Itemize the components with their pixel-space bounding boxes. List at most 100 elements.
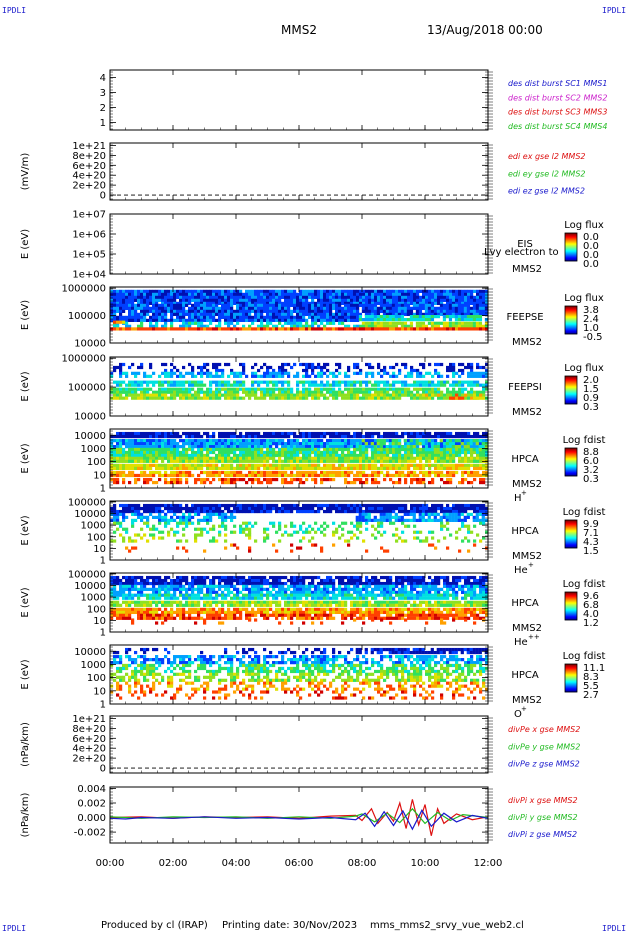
spectrogram-cell <box>418 324 423 328</box>
spectrogram-cell <box>194 289 198 293</box>
spectrogram-cell <box>251 456 255 460</box>
spectrogram-cell <box>188 306 192 310</box>
spectrogram-cell <box>320 295 324 299</box>
spectrogram-cell <box>248 289 252 293</box>
spectrogram-cell <box>434 450 438 455</box>
spectrogram-cell <box>239 473 243 478</box>
spectrogram-cell <box>419 459 423 463</box>
spectrogram-cell <box>437 459 441 463</box>
spectrogram-cell <box>152 309 156 313</box>
spectrogram-cell <box>200 456 204 460</box>
spectrogram-cell <box>383 380 387 384</box>
spectrogram-cell <box>143 309 147 313</box>
colorbar-band <box>565 398 577 400</box>
spectrogram-cell <box>131 306 135 310</box>
spectrogram-cell <box>371 289 375 293</box>
spectrogram-cell <box>386 431 390 436</box>
spectrogram-cell <box>287 439 291 443</box>
spectrogram-cell <box>353 442 357 446</box>
spectrogram-cell <box>263 434 267 439</box>
spectrogram-cell <box>227 380 231 384</box>
spectrogram-cell <box>284 396 288 400</box>
spectrogram-cell <box>251 289 255 293</box>
spectrogram-cell <box>305 450 309 455</box>
spectrogram-cell <box>281 303 285 307</box>
spectrogram-cell <box>158 327 162 331</box>
y-tick-label: 1e+04 <box>72 270 106 281</box>
spectrogram-cell <box>476 295 480 299</box>
spectrogram-cell <box>344 477 348 482</box>
spectrogram-cell <box>203 289 207 293</box>
spectrogram-cell <box>218 374 222 378</box>
spectrogram-cell <box>209 396 213 400</box>
spectrogram-cell <box>428 387 432 391</box>
spectrogram-cell <box>287 306 291 310</box>
spectrogram-cell <box>311 445 315 449</box>
spectrogram-cell <box>374 387 378 391</box>
spectrogram-cell <box>308 295 312 299</box>
spectrogram-cell <box>221 289 225 293</box>
spectrogram-cell <box>221 453 225 458</box>
spectrogram-cell <box>344 295 348 299</box>
spectrogram-cell <box>269 292 273 296</box>
spectrogram-cell <box>326 447 330 452</box>
spectrogram-cell <box>416 466 420 471</box>
spectrogram-cell <box>200 477 204 482</box>
spectrogram-cell <box>383 466 387 471</box>
spectrogram-cell <box>188 362 192 367</box>
spectrogram-cell <box>212 380 216 384</box>
spectrogram-cell <box>131 295 135 299</box>
spectrogram-cell <box>446 447 450 452</box>
spectrogram-cell <box>161 387 165 391</box>
spectrogram-cell <box>347 289 351 293</box>
spectrogram-cell <box>146 393 150 397</box>
spectrogram-cell <box>161 442 165 446</box>
spectrogram-cell <box>338 321 342 325</box>
spectrogram-cell <box>365 473 369 478</box>
spectrogram-cell <box>251 309 255 313</box>
spectrogram-cell <box>179 463 183 468</box>
spectrogram-cell <box>296 321 300 325</box>
spectrogram-cell <box>119 434 123 439</box>
spectrogram-cell <box>443 459 447 463</box>
spectrogram-cell <box>449 480 453 485</box>
colorbar-band <box>565 323 577 325</box>
spectrogram-cell <box>470 396 474 400</box>
spectrogram-cell <box>437 327 441 331</box>
spectrogram-cell <box>371 393 375 397</box>
spectrogram-cell <box>203 390 207 394</box>
spectrogram-cell <box>425 439 429 443</box>
spectrogram-cell <box>421 303 426 307</box>
spectrogram-cell <box>410 292 414 296</box>
spectrogram-cell <box>182 292 186 296</box>
spectrogram-cell <box>191 327 195 331</box>
y-tick-label: 100000 <box>68 311 106 322</box>
spectrogram-cell <box>131 309 135 313</box>
spectrogram-cell <box>242 447 246 452</box>
spectrogram-cell <box>470 456 474 460</box>
spectrogram-cell <box>385 321 390 325</box>
spectrogram-cell <box>350 445 354 449</box>
spectrogram-cell <box>347 324 351 328</box>
spectrogram-cell <box>362 463 366 468</box>
spectrogram-cell <box>275 292 279 296</box>
spectrogram-cell <box>299 315 303 319</box>
spectrogram-cell <box>290 393 294 397</box>
spectrogram-cell <box>167 431 171 436</box>
spectrogram-cell <box>476 431 480 436</box>
spectrogram-cell <box>323 289 327 293</box>
spectrogram-cell <box>482 371 486 375</box>
spectrogram-cell <box>215 383 219 387</box>
spectrogram-cell <box>209 450 213 455</box>
spectrogram-cell <box>200 470 204 475</box>
spectrogram-cell <box>350 303 354 307</box>
spectrogram-cell <box>254 303 258 307</box>
spectrogram-cell <box>179 434 183 439</box>
spectrogram-cell <box>403 306 408 310</box>
spectrogram-cell <box>368 298 372 302</box>
spectrogram-cell <box>335 473 339 478</box>
spectrogram-cell <box>233 466 237 471</box>
spectrogram-cell <box>368 439 372 443</box>
colorbar-band <box>565 254 577 256</box>
spectrogram-cell <box>395 450 399 455</box>
